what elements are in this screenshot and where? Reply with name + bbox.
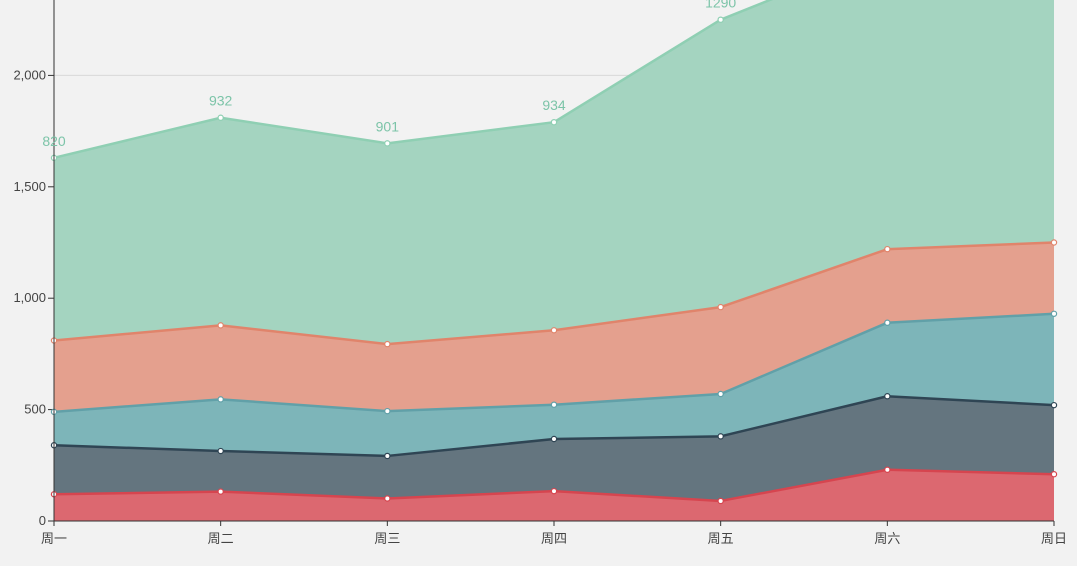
point-series-4 (717, 303, 724, 311)
data-label: 932 (209, 93, 233, 109)
point-series-4 (884, 245, 891, 253)
y-tick-label: 1,000 (13, 290, 46, 305)
point-series-2 (550, 435, 558, 443)
area-series-2 (54, 396, 1054, 501)
point-series-3 (884, 319, 891, 326)
area-series-5 (54, 0, 1054, 345)
y-tick-label: 1,500 (13, 179, 46, 194)
area-series-1 (54, 469, 1054, 521)
point-series-4 (1050, 239, 1058, 246)
data-label: 901 (376, 118, 400, 134)
point-series-3 (717, 390, 724, 398)
y-tick-label: 2,000 (13, 67, 46, 82)
point-series-1 (550, 487, 558, 495)
point-series-5 (217, 114, 224, 121)
y-tick-label: 500 (24, 402, 46, 417)
point-series-2 (1050, 401, 1058, 409)
x-tick-label: 周三 (374, 531, 400, 546)
axes (53, 0, 1054, 522)
point-series-3 (384, 407, 391, 415)
x-tick-label: 周五 (708, 531, 734, 546)
point-series-2 (217, 447, 224, 455)
data-labels: 820 932 901 934 1290 (42, 0, 736, 149)
data-label: 934 (542, 97, 566, 113)
point-series-4 (217, 322, 224, 329)
area-series-3 (54, 313, 1054, 456)
x-tick-label: 周日 (1041, 531, 1067, 546)
x-tick-label: 周一 (41, 531, 67, 546)
point-series-1 (884, 466, 891, 473)
data-points (50, 16, 1058, 505)
point-series-2 (384, 452, 391, 460)
point-series-4 (550, 327, 558, 334)
point-series-5 (384, 140, 391, 147)
point-series-1 (217, 488, 224, 495)
point-series-2 (884, 393, 891, 400)
point-series-5 (717, 16, 724, 23)
point-series-4 (384, 340, 391, 348)
x-tick-label: 周六 (874, 531, 900, 546)
point-series-3 (217, 396, 224, 403)
x-tick-label: 周二 (208, 531, 234, 546)
x-tick-labels: 周一 周二 周三 周四 周五 周六 周日 (41, 531, 1067, 546)
point-series-3 (1050, 310, 1058, 317)
point-series-1 (717, 497, 724, 505)
x-tick-label: 周四 (541, 531, 567, 546)
data-label: 820 (42, 133, 66, 149)
y-tick-labels: 0 500 1,000 1,500 2,000 (13, 67, 46, 528)
area-layers (54, 0, 1054, 521)
data-label: 1290 (705, 0, 736, 11)
y-tick-label: 0 (39, 513, 46, 528)
point-series-5 (550, 118, 558, 126)
point-series-1 (1050, 471, 1058, 478)
area-series-4 (54, 242, 1054, 412)
point-series-3 (550, 401, 558, 408)
point-series-1 (384, 495, 391, 502)
point-series-2 (717, 433, 724, 440)
